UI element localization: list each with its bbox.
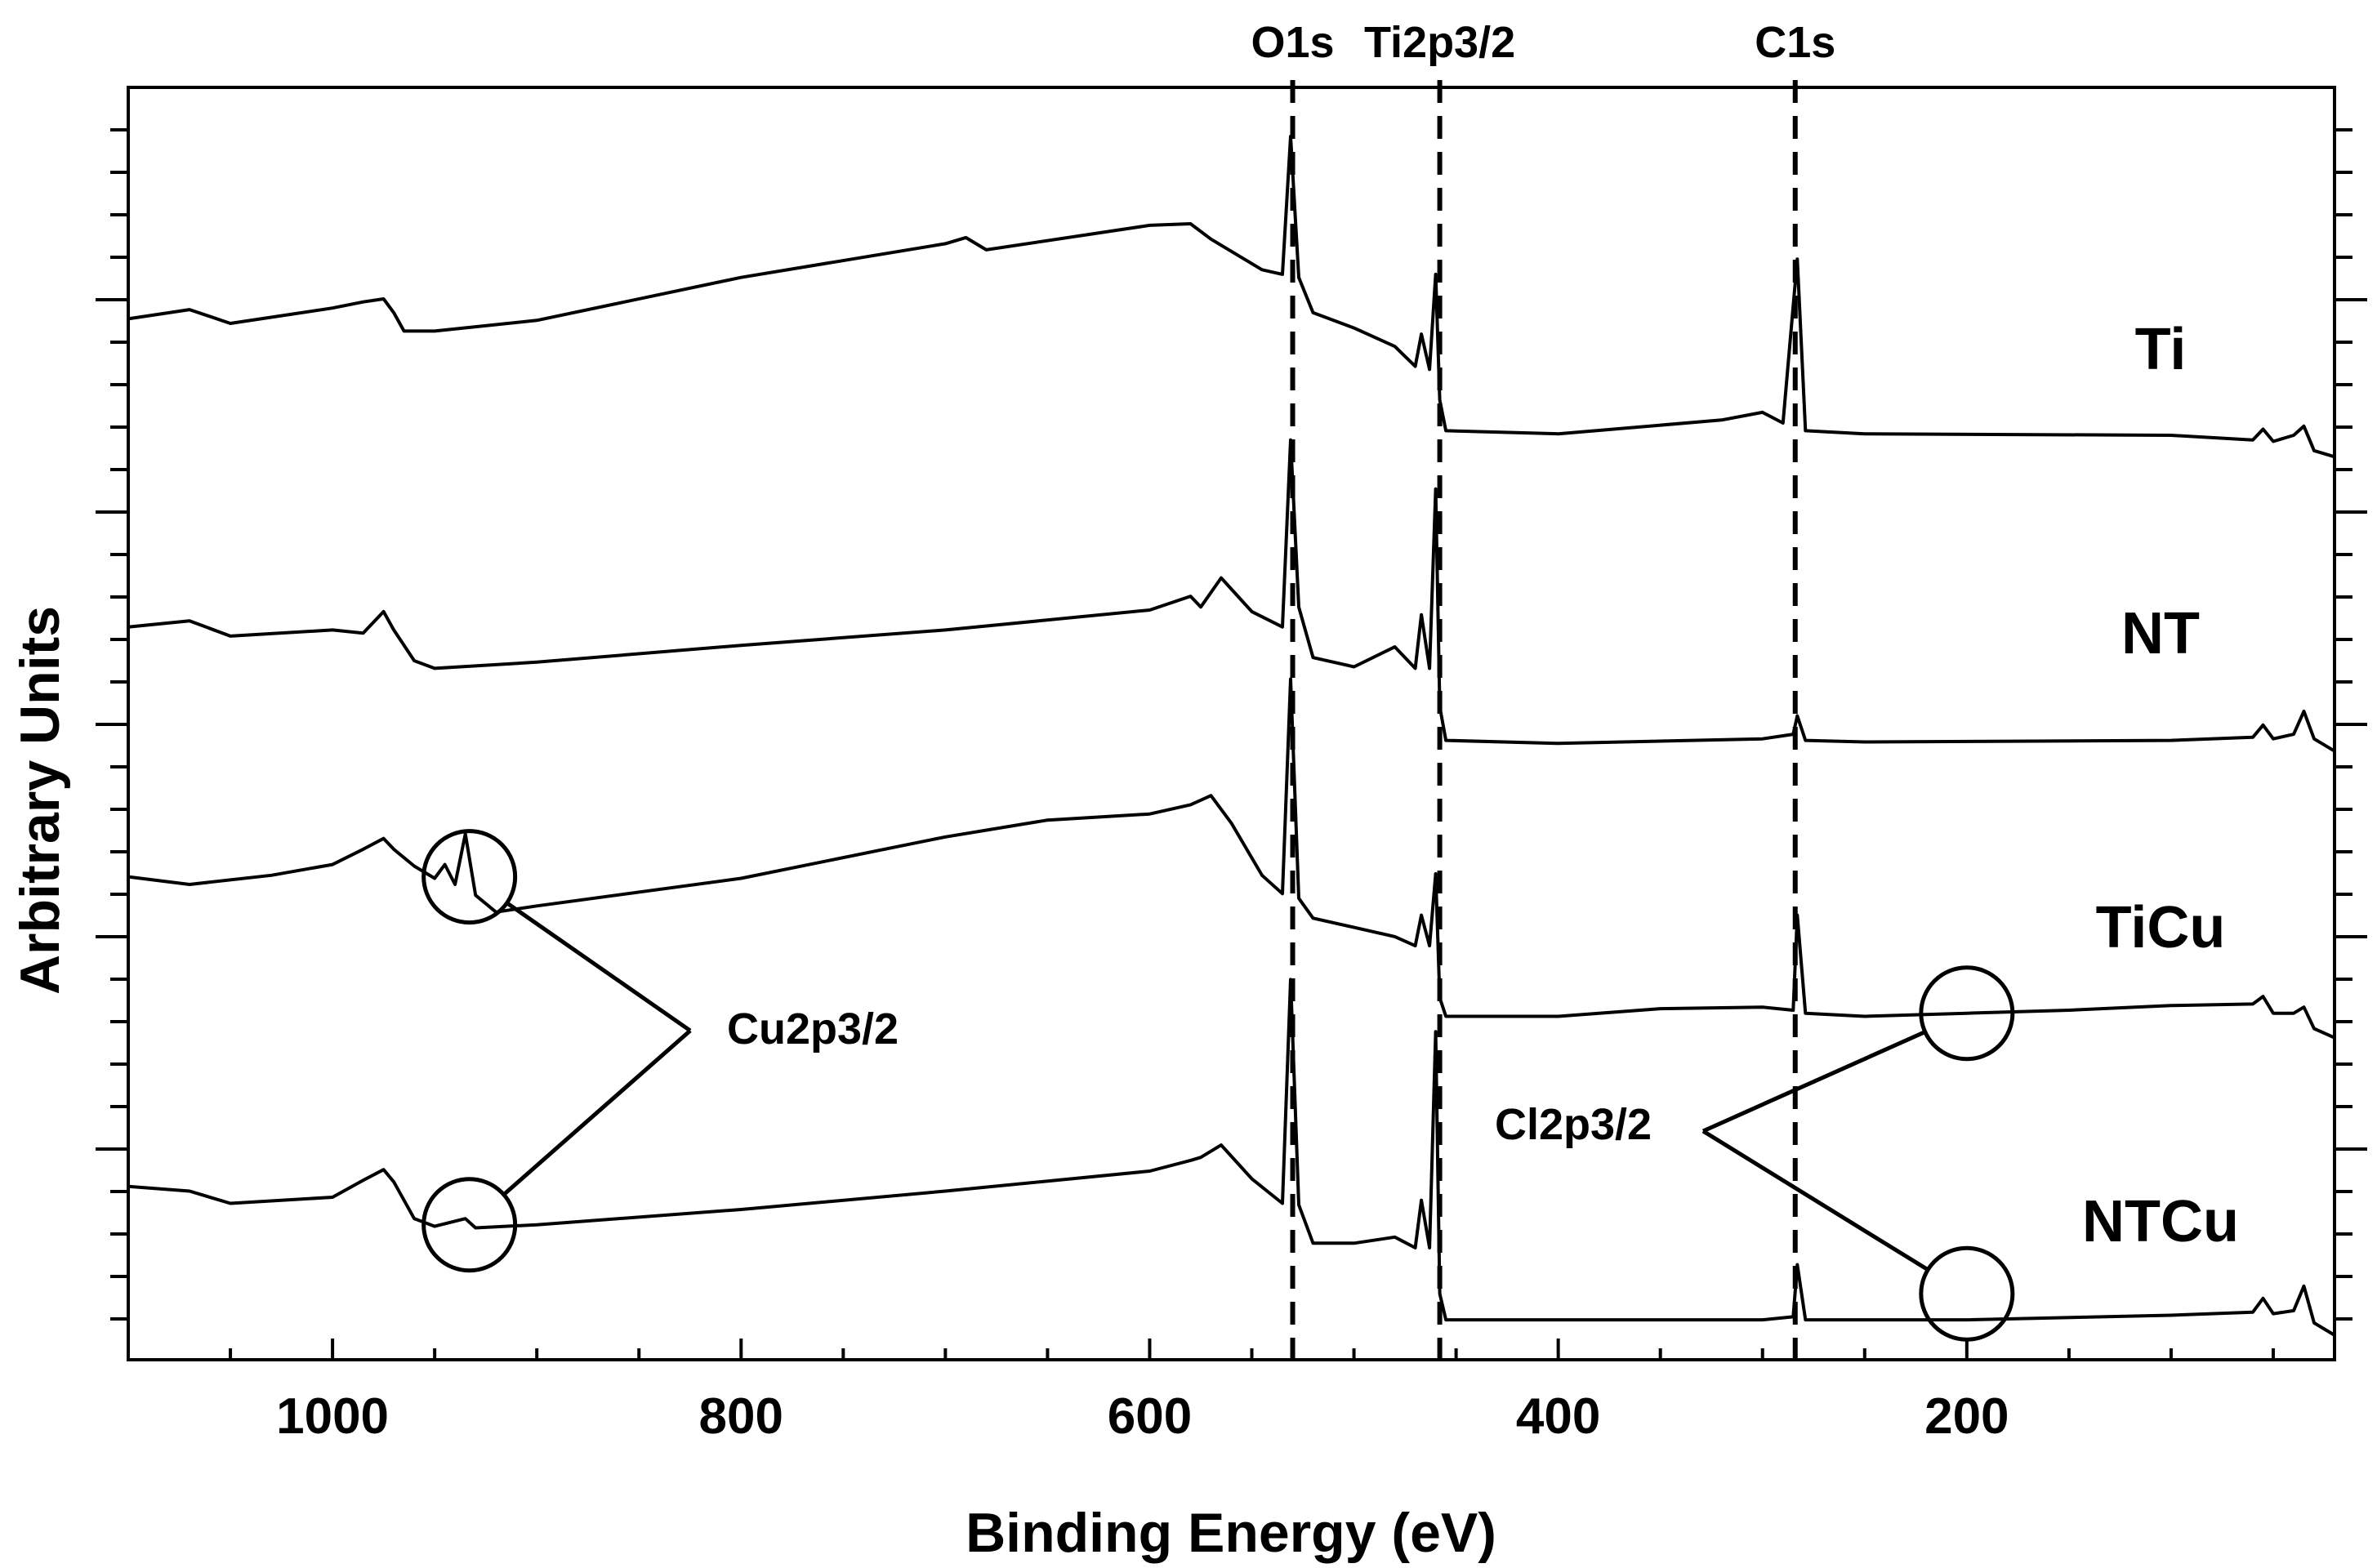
- x-axis-ticks: 1000 800 600 400 200: [229, 1339, 2275, 1445]
- series-line-ticu: [127, 677, 2335, 1040]
- annotation-circle: [1919, 965, 2015, 1062]
- plot-frame: [127, 86, 2336, 1361]
- series-line-ntcu: [127, 978, 2336, 1337]
- series-label-ticu: TiCu: [2096, 895, 2226, 960]
- annotation-leader: [506, 901, 692, 1033]
- x-tick-label: 400: [1516, 1388, 1600, 1445]
- series-line-ti: [127, 135, 2335, 459]
- series-labels: Ti NT TiCu NTCu: [2082, 317, 2239, 1254]
- annotation-label: Cu2p3/2: [727, 1004, 899, 1054]
- reference-line-label: Ti2p3/2: [1364, 18, 1515, 67]
- x-tick-label: 600: [1108, 1388, 1192, 1445]
- x-tick-label: 1000: [276, 1388, 389, 1445]
- annotation-circle: [421, 829, 518, 925]
- series-label-nt: NT: [2121, 601, 2200, 666]
- annotation-circle: [421, 1177, 518, 1273]
- x-tick-label: 800: [699, 1388, 783, 1445]
- axis-minor-ticks: [96, 128, 2367, 1321]
- annotation-leader: [1701, 1030, 1926, 1134]
- annotation-label: Cl2p3/2: [1495, 1100, 1652, 1149]
- annotations: Cu2p3/2 Cl2p3/2: [421, 829, 2015, 1342]
- y-axis-label: Arbitrary Units: [9, 606, 71, 995]
- annotation-leader: [502, 1029, 692, 1196]
- reference-line-label: C1s: [1755, 18, 1835, 67]
- reference-lines: O1s Ti2p3/2 C1s: [1251, 18, 1835, 1360]
- series-label-ti: Ti: [2135, 317, 2187, 382]
- x-axis-label: Binding Energy (eV): [966, 1502, 1496, 1564]
- annotation-circle: [1919, 1245, 2015, 1342]
- series-lines: [127, 135, 2336, 1337]
- series-line-nt: [127, 438, 2336, 753]
- series-label-ntcu: NTCu: [2082, 1189, 2239, 1254]
- annotation-leader: [1701, 1129, 1929, 1272]
- reference-line-label: O1s: [1251, 18, 1334, 67]
- x-tick-label: 200: [1924, 1388, 2009, 1445]
